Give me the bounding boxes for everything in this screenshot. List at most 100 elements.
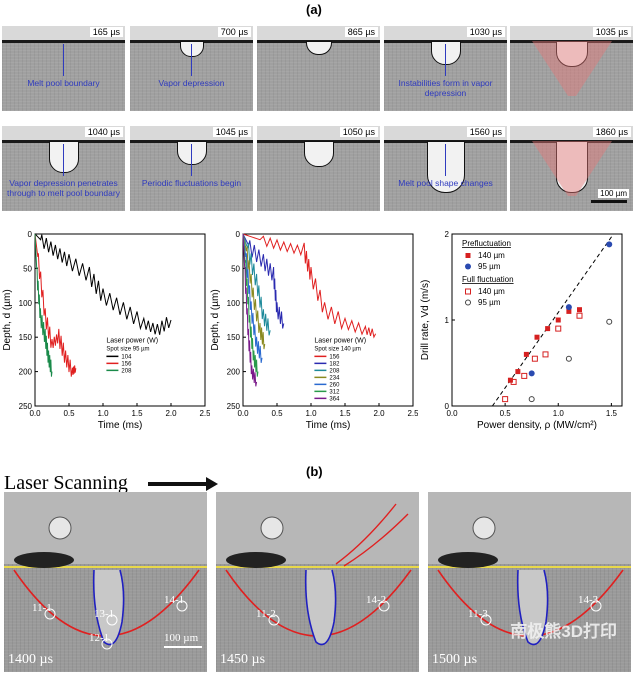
data-point bbox=[521, 372, 528, 379]
y-tick-label: 200 bbox=[227, 368, 241, 377]
x-tick-label: 2.5 bbox=[199, 409, 210, 418]
pore-marker bbox=[44, 608, 56, 620]
legend-subtitle: Spot size 140 µm bbox=[314, 346, 360, 352]
vapor-depression bbox=[177, 141, 207, 165]
data-point bbox=[577, 307, 582, 313]
pore-label: 14-1 bbox=[164, 594, 185, 606]
data-point bbox=[576, 312, 583, 319]
y-tick-label: 50 bbox=[23, 264, 32, 273]
vapor-depression bbox=[431, 41, 461, 65]
data-point bbox=[507, 377, 513, 383]
timestamp-label: 1035 µs bbox=[592, 27, 631, 37]
pore-label: 14-2 bbox=[366, 594, 387, 606]
legend-marker bbox=[465, 299, 471, 306]
annotation-arrow bbox=[191, 144, 192, 176]
timestamp-label: 700 µs bbox=[217, 27, 251, 37]
timestamp-label: 1045 µs bbox=[212, 127, 251, 137]
vapor-depression bbox=[427, 141, 465, 193]
chart-depth-95um: 0.0 0.5 1.0 1.5 2.0 2.5 0 50 100 150 200 250 Time (m… bbox=[0, 226, 211, 436]
scale-bar bbox=[164, 646, 202, 648]
data-point bbox=[565, 304, 572, 311]
vapor-depression bbox=[556, 141, 588, 193]
legend-entry: 156 bbox=[121, 361, 132, 367]
y-tick-label: 0 bbox=[445, 402, 450, 411]
scale-bar bbox=[591, 200, 627, 203]
data-point bbox=[606, 318, 613, 325]
legend-entry: 312 bbox=[329, 389, 340, 395]
surface-spatter bbox=[226, 552, 286, 568]
x-tick-label: 1.0 bbox=[97, 409, 109, 418]
data-point bbox=[515, 369, 521, 375]
series-line bbox=[34, 233, 53, 377]
x-tick-label: 1.5 bbox=[606, 409, 618, 418]
series-line bbox=[242, 233, 377, 339]
pore-label: 14-3 bbox=[578, 594, 599, 606]
row1-frame: 865 µs bbox=[257, 26, 380, 111]
trend-line bbox=[491, 233, 614, 407]
annotation-text: Melt pool shape changes bbox=[398, 178, 493, 188]
data-point bbox=[565, 355, 572, 362]
data-point bbox=[555, 317, 561, 323]
x-tick-label: 1.5 bbox=[339, 409, 351, 418]
annotation-arrow bbox=[191, 44, 192, 76]
pore-label: 12-1 bbox=[89, 632, 110, 644]
row1-frame: 165 µs Melt pool boundary bbox=[2, 26, 125, 111]
annotation-text: Periodic fluctuations begin bbox=[141, 178, 242, 188]
pore-marker bbox=[480, 614, 492, 626]
surface-spatter bbox=[14, 552, 74, 568]
y-tick-label: 150 bbox=[227, 333, 241, 342]
data-point bbox=[566, 308, 572, 314]
pore-label: 11-3 bbox=[468, 608, 488, 620]
legend-entry: 140 µm bbox=[478, 287, 505, 296]
annotation-text: Melt pool boundary bbox=[27, 78, 100, 88]
x-tick-label: 0.5 bbox=[500, 409, 512, 418]
legend-entry: 104 bbox=[121, 354, 132, 360]
row1-frame: 700 µs Vapor depression bbox=[130, 26, 253, 111]
keyhole-boundary bbox=[516, 569, 549, 646]
annotation-text: Vapor depression bbox=[158, 78, 225, 88]
y-tick-label: 2 bbox=[445, 230, 450, 239]
legend-title: Laser power (W) bbox=[106, 337, 158, 344]
ejection-track bbox=[343, 513, 409, 567]
row1-frame: 1030 µs Instabilities form in vapor depre… bbox=[384, 26, 507, 111]
annotation-arrow bbox=[63, 44, 64, 76]
data-point bbox=[528, 370, 535, 377]
annotation-arrow bbox=[63, 144, 64, 176]
legend-entry: 208 bbox=[329, 368, 340, 374]
legend-entry: 208 bbox=[121, 368, 132, 374]
x-tick-label: 0.5 bbox=[63, 409, 75, 418]
annotation-text: Instabilities form in vapor depression bbox=[398, 78, 493, 98]
pore-marker bbox=[101, 638, 113, 650]
pore-label: 11-2 bbox=[256, 608, 276, 620]
data-point bbox=[502, 396, 509, 403]
series-line bbox=[242, 233, 263, 363]
x-tick-label: 1.5 bbox=[131, 409, 143, 418]
spatter-particle bbox=[260, 516, 284, 540]
pore-label: 11-1 bbox=[32, 602, 52, 614]
timestamp-label: 1050 µs bbox=[339, 127, 378, 137]
row2-frame: 1040 µs Vapor depression penetrates throu… bbox=[2, 126, 125, 211]
scan-direction-arrow bbox=[148, 482, 208, 486]
y-tick-label: 250 bbox=[227, 402, 241, 411]
vapor-depression bbox=[49, 141, 79, 173]
x-tick-label: 0.0 bbox=[237, 409, 249, 418]
y-tick-label: 200 bbox=[19, 368, 33, 377]
annotation-text: Vapor depression penetrates through to m… bbox=[7, 178, 120, 198]
legend-entry: 234 bbox=[329, 375, 340, 381]
surface-spatter bbox=[438, 552, 498, 568]
series-line bbox=[242, 233, 266, 350]
x-axis-label: Time (ms) bbox=[98, 420, 143, 431]
scan-direction-arrowhead bbox=[206, 477, 218, 491]
legend-entry: 364 bbox=[329, 396, 340, 402]
x-tick-label: 2.0 bbox=[373, 409, 385, 418]
spatter-particle bbox=[48, 516, 72, 540]
plot-frame bbox=[34, 233, 206, 407]
panel-b-label: (b) bbox=[306, 464, 323, 479]
pore-marker bbox=[378, 600, 390, 612]
data-point bbox=[534, 334, 540, 340]
pore-label: 13-1 bbox=[94, 608, 115, 620]
annotation-arrow bbox=[445, 44, 446, 76]
timestamp-label: 1560 µs bbox=[466, 127, 505, 137]
legend-entry: 156 bbox=[329, 354, 340, 360]
y-axis-label: Depth, d (µm) bbox=[2, 289, 13, 350]
